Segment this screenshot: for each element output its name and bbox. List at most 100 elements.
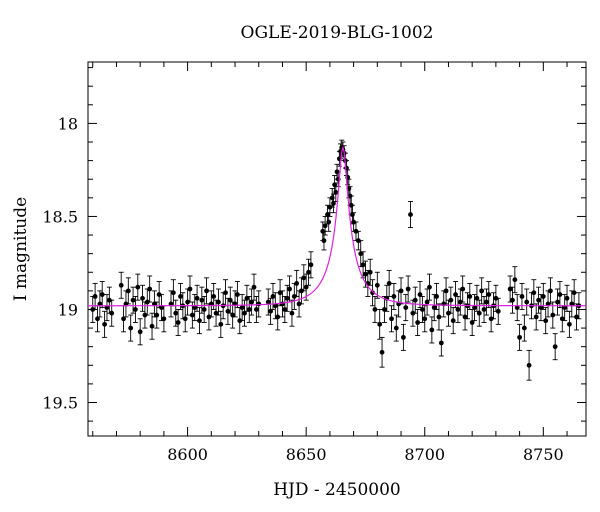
data-point [479,277,485,305]
data-point [265,288,271,316]
data-point [125,277,131,305]
x-tick-label: 8750 [523,445,564,464]
data-point [562,294,568,322]
plot-frame [87,61,587,437]
x-tick-label: 8600 [167,445,208,464]
data-point [543,307,549,335]
data-point [460,275,466,303]
data-point [450,307,456,335]
data-point [531,279,537,307]
data-point [469,309,475,336]
data-point [400,323,406,351]
data-point [173,299,179,327]
data-point [372,295,378,323]
data-point [97,290,103,318]
data-point [443,277,449,305]
data-point [149,312,155,340]
data-point [301,264,307,292]
data-point [121,305,127,333]
data-point [170,279,176,307]
data-points [90,139,582,381]
data-point [187,275,193,303]
data-point [289,299,295,327]
data-point [118,271,124,299]
data-point [268,297,274,325]
data-point [377,309,383,340]
data-point [403,294,409,322]
data-point [557,281,563,309]
data-point [552,333,558,361]
data-point [574,303,580,331]
model-curve [88,145,586,307]
data-point [294,269,300,297]
data-point [242,299,248,327]
data-point [495,297,501,325]
y-tick-label: 19 [58,300,78,319]
data-point [524,288,530,316]
data-point [192,294,198,322]
chart-title: OGLE-2019-BLG-1002 [241,23,434,43]
data-point [389,305,395,333]
data-point [159,294,165,322]
data-point [415,309,421,336]
data-point [239,294,245,322]
y-tick-label: 18.5 [42,207,78,226]
data-point [225,297,231,325]
data-point [253,295,259,323]
data-point [514,294,520,322]
data-point [419,295,425,323]
data-point [412,286,418,314]
data-point [374,271,380,299]
data-point [194,284,200,312]
data-point [517,323,523,351]
data-point [424,288,430,316]
data-point [256,290,262,318]
data-point [333,182,339,203]
data-point [408,201,414,229]
data-point [526,349,532,381]
data-point [566,310,572,338]
data-point [270,282,276,310]
data-point [453,281,459,309]
data-point [436,303,442,331]
y-tick-label: 19.5 [42,394,78,413]
data-point [132,295,138,323]
data-point [130,286,136,314]
data-point [405,275,411,303]
data-point [379,336,385,368]
tick-labels: 8600 8650 8700 8750 18 18.5 19 19.5 [42,114,563,464]
data-point [215,288,221,316]
data-point [196,307,202,335]
data-point [481,295,487,323]
data-point [455,295,461,323]
data-point [438,329,444,357]
data-point [472,294,478,322]
data-point [199,286,205,314]
data-point [448,286,454,314]
data-point [223,279,229,307]
data-point [476,299,482,327]
data-point [94,305,100,333]
data-point [284,284,290,312]
data-point [326,212,332,232]
data-point [486,281,492,309]
data-point [393,314,399,342]
data-point [462,303,468,331]
data-point [391,282,397,310]
data-point [154,301,160,329]
data-point [147,275,153,303]
plot-area [87,61,587,437]
data-point [547,277,553,305]
y-axis-label: I magnitude [11,197,31,301]
data-point [555,288,561,316]
data-point [536,286,542,314]
x-tick-label: 8650 [286,445,327,464]
data-point [109,299,115,327]
data-point [367,258,373,286]
data-point [189,301,195,329]
data-point [533,303,539,331]
data-point [426,273,432,301]
data-point [308,251,314,279]
data-point [102,310,108,338]
